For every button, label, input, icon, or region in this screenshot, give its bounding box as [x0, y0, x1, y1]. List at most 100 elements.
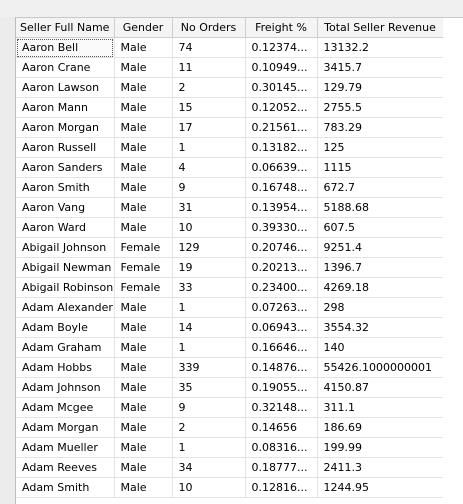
table-row[interactable]: Aaron Ward Male 10 0.39330... 607.5: [16, 217, 444, 238]
revenue-cell[interactable]: 140: [317, 337, 444, 358]
table-row[interactable]: Aaron Morgan Male 17 0.21561... 783.29: [16, 117, 444, 138]
freight-cell[interactable]: 0.13182...: [245, 137, 318, 158]
gender-cell[interactable]: Male: [114, 37, 173, 58]
gender-cell[interactable]: Male: [114, 297, 173, 318]
seller-name-cell[interactable]: Adam Morgan: [16, 417, 115, 438]
table-row[interactable]: Aaron Vang Male 31 0.13954... 5188.68: [16, 197, 444, 218]
seller-name-cell[interactable]: Adam Johnson: [16, 377, 115, 398]
revenue-cell[interactable]: 4150.87: [317, 377, 444, 398]
column-header-gender[interactable]: Gender: [114, 18, 173, 38]
table-row[interactable]: Aaron Mann Male 15 0.12052... 2755.5: [16, 97, 444, 118]
seller-name-cell[interactable]: Adam Hobbs: [16, 357, 115, 378]
table-row[interactable]: Aaron Lawson Male 2 0.30145... 129.79: [16, 77, 444, 98]
row-selector-gutter[interactable]: [0, 17, 16, 504]
seller-name-cell[interactable]: Aaron Lawson: [16, 77, 115, 98]
orders-cell[interactable]: 1: [172, 137, 246, 158]
gender-cell[interactable]: Male: [114, 477, 173, 498]
seller-name-cell[interactable]: Aaron Mann: [16, 97, 115, 118]
freight-cell[interactable]: 0.12374...: [245, 37, 318, 58]
gender-cell[interactable]: Male: [114, 197, 173, 218]
revenue-cell[interactable]: 55426.1000000001: [317, 357, 444, 378]
freight-cell[interactable]: 0.32148...: [245, 397, 318, 418]
orders-cell[interactable]: 1: [172, 437, 246, 458]
orders-cell[interactable]: 2: [172, 77, 246, 98]
revenue-cell[interactable]: 1244.95: [317, 477, 444, 498]
orders-cell[interactable]: 34: [172, 457, 246, 478]
orders-cell[interactable]: 129: [172, 237, 246, 258]
orders-cell[interactable]: 2: [172, 417, 246, 438]
orders-cell[interactable]: 31: [172, 197, 246, 218]
revenue-cell[interactable]: 1115: [317, 157, 444, 178]
table-row[interactable]: Adam Reeves Male 34 0.18777... 2411.3: [16, 457, 444, 478]
table-row[interactable]: Aaron Bell Male 74 0.12374... 13132.2: [16, 37, 444, 58]
orders-cell[interactable]: 1: [172, 297, 246, 318]
freight-cell[interactable]: 0.06943...: [245, 317, 318, 338]
table-row[interactable]: Aaron Crane Male 11 0.10949... 3415.7: [16, 57, 444, 78]
seller-name-cell[interactable]: Adam Mueller: [16, 437, 115, 458]
gender-cell[interactable]: Male: [114, 357, 173, 378]
seller-name-cell[interactable]: Adam Smith: [16, 477, 115, 498]
gender-cell[interactable]: Male: [114, 457, 173, 478]
freight-cell[interactable]: 0.12052...: [245, 97, 318, 118]
table-row[interactable]: Aaron Sanders Male 4 0.06639... 1115: [16, 157, 444, 178]
seller-name-cell[interactable]: Aaron Crane: [16, 57, 115, 78]
freight-cell[interactable]: 0.23400...: [245, 277, 318, 298]
seller-name-cell[interactable]: Abigail Newman: [16, 257, 115, 278]
table-row[interactable]: Adam Morgan Male 2 0.14656 186.69: [16, 417, 444, 438]
table-row[interactable]: Adam Alexander Male 1 0.07263... 298: [16, 297, 444, 318]
gender-cell[interactable]: Male: [114, 417, 173, 438]
seller-name-cell[interactable]: Adam Alexander: [16, 297, 115, 318]
seller-name-cell[interactable]: Aaron Bell: [16, 37, 115, 58]
table-row[interactable]: Aaron Smith Male 9 0.16748... 672.7: [16, 177, 444, 198]
gender-cell[interactable]: Female: [114, 277, 173, 298]
revenue-cell[interactable]: 9251.4: [317, 237, 444, 258]
table-row[interactable]: Adam Hobbs Male 339 0.14876... 55426.1000000…: [16, 357, 444, 378]
orders-cell[interactable]: 74: [172, 37, 246, 58]
orders-cell[interactable]: 11: [172, 57, 246, 78]
gender-cell[interactable]: Male: [114, 377, 173, 398]
revenue-cell[interactable]: 298: [317, 297, 444, 318]
table-row[interactable]: Adam Boyle Male 14 0.06943... 3554.32: [16, 317, 444, 338]
freight-cell[interactable]: 0.13954...: [245, 197, 318, 218]
table-row[interactable]: Abigail Robinson Female 33 0.23400... 4269.1…: [16, 277, 444, 298]
orders-cell[interactable]: 33: [172, 277, 246, 298]
orders-cell[interactable]: 15: [172, 97, 246, 118]
gender-cell[interactable]: Male: [114, 217, 173, 238]
seller-name-cell[interactable]: Aaron Smith: [16, 177, 115, 198]
seller-name-cell[interactable]: Aaron Morgan: [16, 117, 115, 138]
seller-name-cell[interactable]: Aaron Vang: [16, 197, 115, 218]
orders-cell[interactable]: 1: [172, 337, 246, 358]
table-row[interactable]: Abigail Johnson Female 129 0.20746... 9251.4: [16, 237, 444, 258]
gender-cell[interactable]: Male: [114, 177, 173, 198]
freight-cell[interactable]: 0.08316...: [245, 437, 318, 458]
revenue-cell[interactable]: 5188.68: [317, 197, 444, 218]
table-row[interactable]: Aaron Russell Male 1 0.13182... 125: [16, 137, 444, 158]
column-header-no-orders[interactable]: No Orders: [172, 18, 246, 38]
revenue-cell[interactable]: 311.1: [317, 397, 444, 418]
freight-cell[interactable]: 0.20213...: [245, 257, 318, 278]
revenue-cell[interactable]: 2755.5: [317, 97, 444, 118]
revenue-cell[interactable]: 4269.18: [317, 277, 444, 298]
gender-cell[interactable]: Male: [114, 157, 173, 178]
freight-cell[interactable]: 0.12816...: [245, 477, 318, 498]
freight-cell[interactable]: 0.10949...: [245, 57, 318, 78]
seller-name-cell[interactable]: Abigail Johnson: [16, 237, 115, 258]
orders-cell[interactable]: 10: [172, 217, 246, 238]
seller-name-cell[interactable]: Adam Reeves: [16, 457, 115, 478]
freight-cell[interactable]: 0.16748...: [245, 177, 318, 198]
results-grid[interactable]: Seller Full Name Gender No Orders Freigh…: [16, 18, 463, 504]
revenue-cell[interactable]: 1396.7: [317, 257, 444, 278]
column-header-total-seller-revenue[interactable]: Total Seller Revenue: [317, 18, 444, 38]
revenue-cell[interactable]: 199.99: [317, 437, 444, 458]
gender-cell[interactable]: Female: [114, 257, 173, 278]
freight-cell[interactable]: 0.14876...: [245, 357, 318, 378]
freight-cell[interactable]: 0.16646...: [245, 337, 318, 358]
seller-name-cell[interactable]: Adam Boyle: [16, 317, 115, 338]
orders-cell[interactable]: 9: [172, 177, 246, 198]
revenue-cell[interactable]: 672.7: [317, 177, 444, 198]
freight-cell[interactable]: 0.39330...: [245, 217, 318, 238]
freight-cell[interactable]: 0.21561...: [245, 117, 318, 138]
revenue-cell[interactable]: 2411.3: [317, 457, 444, 478]
freight-cell[interactable]: 0.06639...: [245, 157, 318, 178]
revenue-cell[interactable]: 3415.7: [317, 57, 444, 78]
